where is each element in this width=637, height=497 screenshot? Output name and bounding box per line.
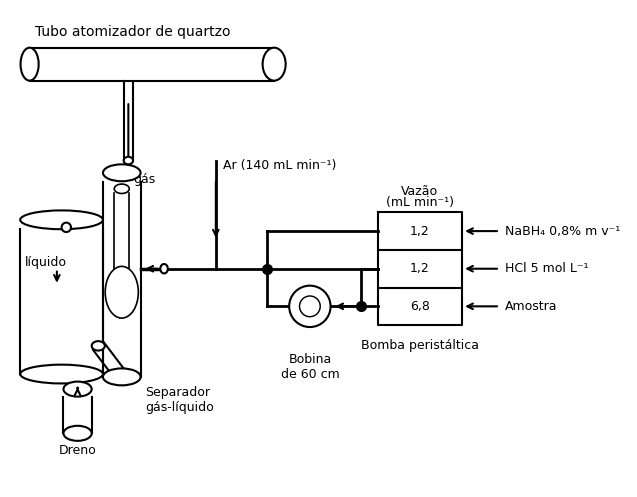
- Ellipse shape: [262, 48, 285, 81]
- Ellipse shape: [124, 157, 133, 165]
- Ellipse shape: [92, 341, 105, 350]
- Ellipse shape: [20, 365, 103, 384]
- Text: 6,8: 6,8: [410, 300, 430, 313]
- Ellipse shape: [114, 184, 129, 193]
- Text: 1,2: 1,2: [410, 225, 430, 238]
- Ellipse shape: [161, 264, 168, 273]
- Circle shape: [299, 296, 320, 317]
- Text: Separador
gás-líquido: Separador gás-líquido: [145, 386, 214, 414]
- Text: Bomba peristáltica: Bomba peristáltica: [361, 339, 479, 352]
- Circle shape: [289, 286, 331, 327]
- Text: (mL min⁻¹): (mL min⁻¹): [386, 196, 454, 209]
- Ellipse shape: [64, 382, 92, 397]
- Text: líquido: líquido: [25, 255, 67, 269]
- Text: HCl 5 mol L⁻¹: HCl 5 mol L⁻¹: [505, 262, 588, 275]
- Text: NaBH₄ 0,8% m v⁻¹: NaBH₄ 0,8% m v⁻¹: [505, 225, 620, 238]
- Text: Bobina
de 60 cm: Bobina de 60 cm: [280, 353, 340, 381]
- Ellipse shape: [103, 165, 141, 181]
- Ellipse shape: [64, 426, 92, 441]
- Text: Vazão: Vazão: [401, 185, 438, 198]
- Text: Tubo atomizador de quartzo: Tubo atomizador de quartzo: [35, 25, 231, 39]
- Text: Dreno: Dreno: [59, 444, 96, 457]
- Text: Amostra: Amostra: [505, 300, 557, 313]
- Ellipse shape: [103, 368, 141, 385]
- Ellipse shape: [20, 48, 39, 81]
- Text: gás: gás: [133, 173, 155, 186]
- Text: 1,2: 1,2: [410, 262, 430, 275]
- Ellipse shape: [20, 210, 103, 229]
- Text: Ar (140 mL min⁻¹): Ar (140 mL min⁻¹): [224, 159, 337, 172]
- Circle shape: [62, 223, 71, 232]
- Ellipse shape: [105, 266, 138, 318]
